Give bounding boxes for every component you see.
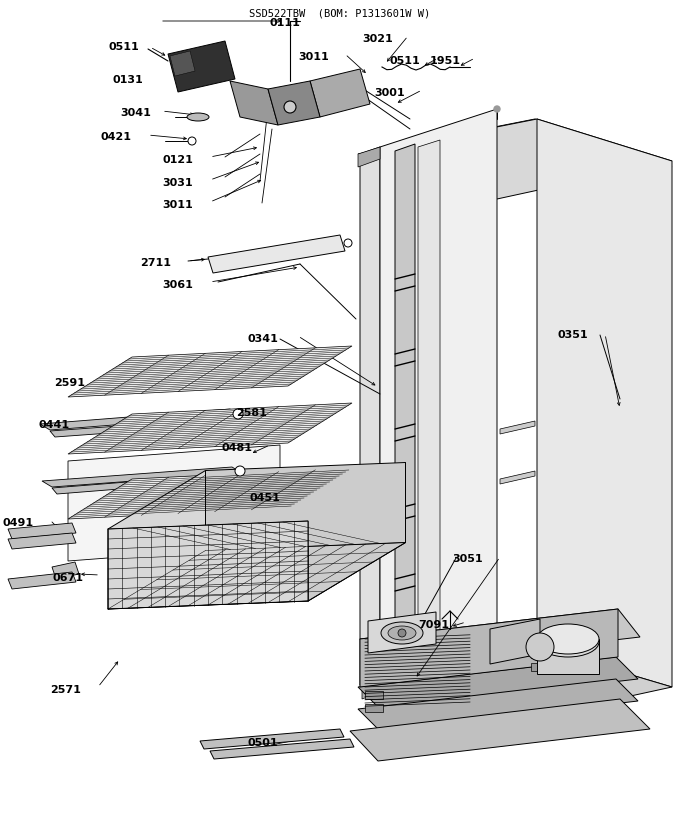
Ellipse shape [381, 623, 423, 644]
Text: 0481: 0481 [222, 442, 253, 452]
Polygon shape [530, 639, 555, 659]
Polygon shape [168, 42, 235, 93]
Polygon shape [40, 410, 240, 431]
Bar [365, 691, 383, 699]
Polygon shape [358, 120, 672, 168]
Ellipse shape [537, 628, 599, 657]
Polygon shape [108, 543, 405, 609]
Polygon shape [8, 523, 76, 539]
Polygon shape [537, 120, 672, 687]
Polygon shape [500, 471, 535, 484]
Polygon shape [500, 421, 535, 435]
Text: 0501: 0501 [248, 737, 279, 747]
Bar [365, 704, 383, 712]
Text: 1951: 1951 [430, 56, 461, 66]
Polygon shape [490, 619, 540, 664]
Polygon shape [368, 612, 436, 653]
Text: 0351: 0351 [558, 330, 589, 339]
Polygon shape [362, 669, 390, 699]
Circle shape [494, 107, 500, 113]
Polygon shape [68, 403, 352, 455]
Circle shape [526, 633, 554, 662]
Text: 3031: 3031 [162, 178, 192, 188]
Circle shape [344, 240, 352, 248]
Polygon shape [108, 522, 308, 609]
Polygon shape [50, 423, 165, 437]
Circle shape [284, 102, 296, 114]
Text: 2581: 2581 [236, 407, 267, 417]
Text: 0451: 0451 [250, 493, 281, 503]
Circle shape [398, 629, 406, 638]
Polygon shape [42, 468, 242, 488]
Circle shape [188, 137, 196, 146]
Polygon shape [68, 347, 352, 397]
Ellipse shape [388, 626, 416, 640]
Polygon shape [395, 145, 415, 686]
Polygon shape [8, 572, 76, 590]
Polygon shape [418, 141, 440, 681]
Text: 0111: 0111 [270, 18, 301, 28]
Text: 2571: 2571 [50, 684, 81, 694]
Polygon shape [350, 699, 650, 761]
Text: 0341: 0341 [248, 334, 279, 344]
Bar [531, 650, 549, 658]
Text: 0421: 0421 [100, 132, 131, 142]
Polygon shape [308, 463, 405, 601]
Text: 3051: 3051 [452, 553, 483, 563]
Text: 0441: 0441 [38, 420, 69, 430]
Text: SSD522TBW  (BOM: P1313601W W): SSD522TBW (BOM: P1313601W W) [250, 8, 430, 18]
Polygon shape [68, 469, 352, 519]
Bar [531, 663, 549, 672]
Ellipse shape [537, 624, 599, 654]
Text: 3021: 3021 [362, 34, 393, 44]
Text: 3061: 3061 [162, 280, 193, 290]
Text: 0121: 0121 [162, 155, 193, 165]
Bar [537, 639, 599, 674]
Text: 2591: 2591 [54, 378, 85, 388]
Polygon shape [170, 52, 195, 77]
Text: 3001: 3001 [374, 88, 405, 98]
Text: 3041: 3041 [120, 108, 151, 118]
Polygon shape [310, 70, 370, 118]
Polygon shape [360, 609, 618, 687]
Polygon shape [358, 148, 380, 168]
Polygon shape [360, 609, 640, 667]
Polygon shape [230, 82, 278, 126]
Polygon shape [200, 729, 344, 749]
Polygon shape [358, 657, 638, 709]
Polygon shape [358, 679, 638, 731]
Ellipse shape [187, 114, 209, 122]
Polygon shape [268, 82, 320, 126]
Text: 0511: 0511 [390, 56, 421, 66]
Polygon shape [8, 533, 76, 549]
Polygon shape [108, 471, 205, 609]
Text: 3011: 3011 [162, 200, 192, 209]
Polygon shape [360, 148, 380, 686]
Text: 0491: 0491 [2, 518, 33, 527]
Text: 3011: 3011 [298, 52, 328, 62]
Polygon shape [210, 739, 354, 759]
Polygon shape [380, 110, 497, 686]
Polygon shape [360, 120, 672, 200]
Polygon shape [68, 445, 280, 561]
Text: 7091: 7091 [418, 619, 449, 629]
Polygon shape [205, 463, 405, 551]
Polygon shape [208, 236, 345, 274]
Polygon shape [52, 479, 170, 494]
Text: 0511: 0511 [108, 42, 139, 52]
Polygon shape [360, 647, 672, 725]
Text: 0671: 0671 [52, 572, 83, 582]
Text: 2711: 2711 [140, 258, 171, 267]
Circle shape [233, 410, 243, 420]
Polygon shape [52, 562, 79, 580]
Polygon shape [240, 479, 336, 498]
Text: 0131: 0131 [112, 75, 143, 85]
Circle shape [235, 466, 245, 476]
Polygon shape [250, 489, 346, 508]
